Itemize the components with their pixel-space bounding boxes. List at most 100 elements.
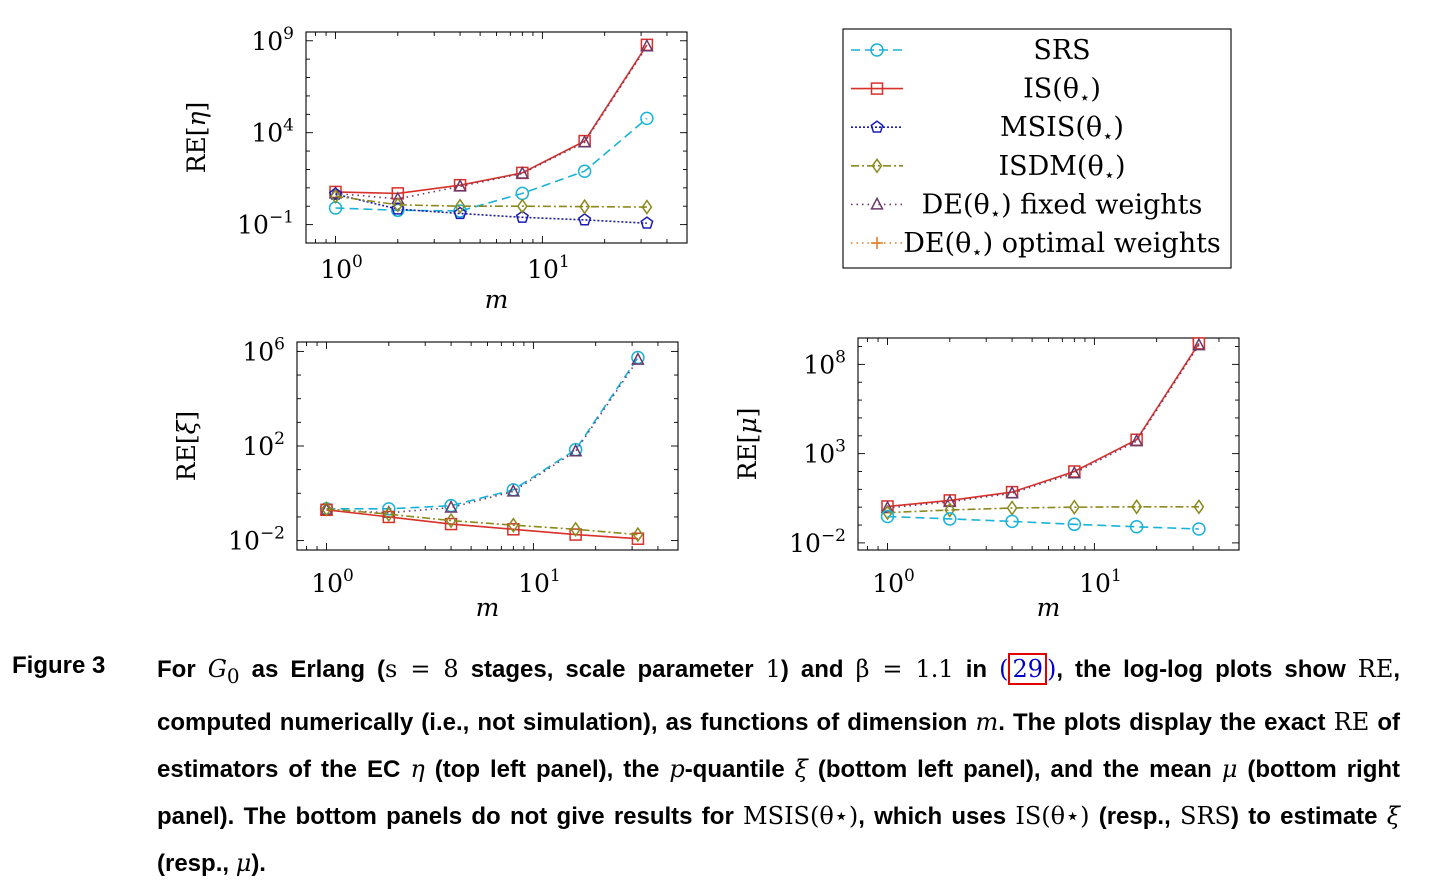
- caption-part: , the log-log plots show: [1056, 656, 1358, 683]
- equation-reference-link[interactable]: (29): [999, 653, 1057, 685]
- series-isdm: [321, 501, 644, 543]
- series-srs: [880, 509, 1206, 536]
- series-msis: [328, 187, 654, 229]
- series-line-srs: [326, 357, 639, 510]
- series-is: [329, 38, 654, 200]
- data-point: [578, 212, 592, 226]
- data-point: [1068, 499, 1080, 516]
- data-point: [453, 206, 467, 220]
- plot-frame: [857, 337, 1240, 551]
- caption-text: For G0 as Erlang (s = 8 stages, scale pa…: [157, 646, 1400, 887]
- caption-part: -quantile: [684, 755, 795, 783]
- y-tick-label: 10−2: [789, 526, 846, 558]
- x-tick-label: 100: [872, 566, 915, 598]
- series-line-is: [335, 44, 648, 195]
- caption-part: (resp.,: [157, 849, 236, 877]
- series-line-defixed: [335, 45, 648, 200]
- caption-m: m: [975, 707, 999, 736]
- series-defixed: [880, 337, 1206, 514]
- caption-is: IS(θ⋆): [1015, 801, 1090, 830]
- data-point: [1193, 498, 1205, 515]
- legend-entry-is: IS(θ⋆): [851, 74, 1101, 109]
- data-point: [382, 502, 396, 516]
- caption-srs: SRS: [1180, 801, 1231, 830]
- data-point: [391, 202, 405, 215]
- data-point: [444, 499, 458, 513]
- caption-g0: G0: [207, 655, 240, 688]
- data-point: [321, 501, 332, 517]
- series-line-defixed: [887, 344, 1200, 509]
- data-point: [391, 203, 405, 218]
- data-point: [507, 517, 519, 533]
- data-point: [632, 526, 644, 543]
- legend-entry-srs: SRS: [851, 35, 1091, 66]
- data-point: [453, 178, 467, 192]
- x-tick-label: 101: [518, 566, 561, 598]
- chart-panel-3: 100 101 10−2 103 108 m RE[μ]: [733, 337, 1240, 622]
- caption-g0-symbol: G: [207, 655, 227, 683]
- legend-label: ISDM(θ⋆): [998, 151, 1125, 186]
- caption-beta-value: β = 1.1: [855, 655, 954, 683]
- caption-part: as Erlang (: [239, 656, 386, 683]
- caption-part: , computed numerically (i.e., not simula…: [157, 656, 1401, 736]
- caption-part: ).: [251, 849, 266, 877]
- caption-s-value: s = 8: [385, 655, 459, 683]
- data-point: [445, 512, 457, 529]
- caption-g0-subscript: 0: [226, 663, 240, 688]
- data-point: [383, 506, 395, 523]
- caption-re: RE: [1333, 707, 1370, 736]
- series-isdm: [330, 188, 653, 215]
- caption-part: For: [157, 656, 208, 683]
- data-point: [943, 512, 957, 526]
- y-tick-label: 10−2: [228, 524, 285, 556]
- legend-box: [842, 28, 1232, 269]
- data-point: [1067, 465, 1082, 479]
- y-axis-label: RE[μ]: [733, 408, 762, 481]
- data-point: [568, 443, 583, 457]
- data-point: [1005, 514, 1019, 529]
- data-point: [640, 216, 654, 229]
- caption-part: ) to estimate: [1230, 802, 1387, 830]
- plot-frame: [305, 31, 688, 244]
- data-point: [506, 483, 521, 497]
- data-point: [640, 38, 654, 52]
- series-line-srs: [887, 515, 1199, 530]
- series-line-msis: [335, 193, 647, 224]
- caption-xi: ξ: [1386, 801, 1400, 830]
- caption-part: (resp.,: [1089, 802, 1181, 830]
- caption-part: in: [953, 656, 1000, 683]
- caption-msis: MSIS(θ⋆): [743, 801, 859, 830]
- y-axis-label: RE[ξ]: [172, 411, 201, 481]
- caption-eta: η: [410, 754, 425, 783]
- data-point: [392, 196, 404, 213]
- caption-part: (bottom left panel), and the mean: [807, 755, 1222, 783]
- caption-scale-value: 1: [765, 655, 781, 683]
- x-tick-label: 100: [311, 566, 354, 598]
- legend-label: DE(θ⋆) optimal weights: [903, 228, 1221, 263]
- data-point: [570, 521, 582, 538]
- equation-reference-number[interactable]: 29: [1008, 653, 1047, 685]
- legend-label: IS(θ⋆): [1023, 74, 1101, 109]
- plot-frame: [296, 341, 679, 551]
- caption-mu: μ: [1221, 754, 1238, 783]
- legend-marker: [870, 196, 884, 210]
- figure-label: Figure 3: [12, 652, 106, 679]
- data-point: [328, 187, 343, 200]
- data-point: [641, 199, 653, 215]
- y-tick-label: 10−1: [237, 208, 294, 240]
- legend-label: DE(θ⋆) fixed weights: [922, 189, 1203, 224]
- y-tick-label: 106: [242, 334, 285, 366]
- series-line-srs: [335, 117, 648, 212]
- series-srs: [319, 350, 645, 516]
- data-point: [1192, 522, 1206, 536]
- legend-marker: [870, 82, 884, 95]
- series-line-is: [326, 509, 638, 540]
- data-point: [882, 504, 893, 521]
- chart-panel-2: 100 101 10−2 102 106 m RE[ξ]: [172, 334, 679, 622]
- y-axis-label: RE[η]: [182, 102, 211, 174]
- figure-caption: Figure 3 For G0 as Erlang (s = 8 stages,…: [0, 640, 1444, 882]
- legend-entry-isdm: ISDM(θ⋆): [851, 151, 1126, 186]
- data-point: [640, 111, 654, 126]
- caption-part: ) and: [780, 656, 856, 683]
- y-tick-label: 109: [251, 24, 294, 56]
